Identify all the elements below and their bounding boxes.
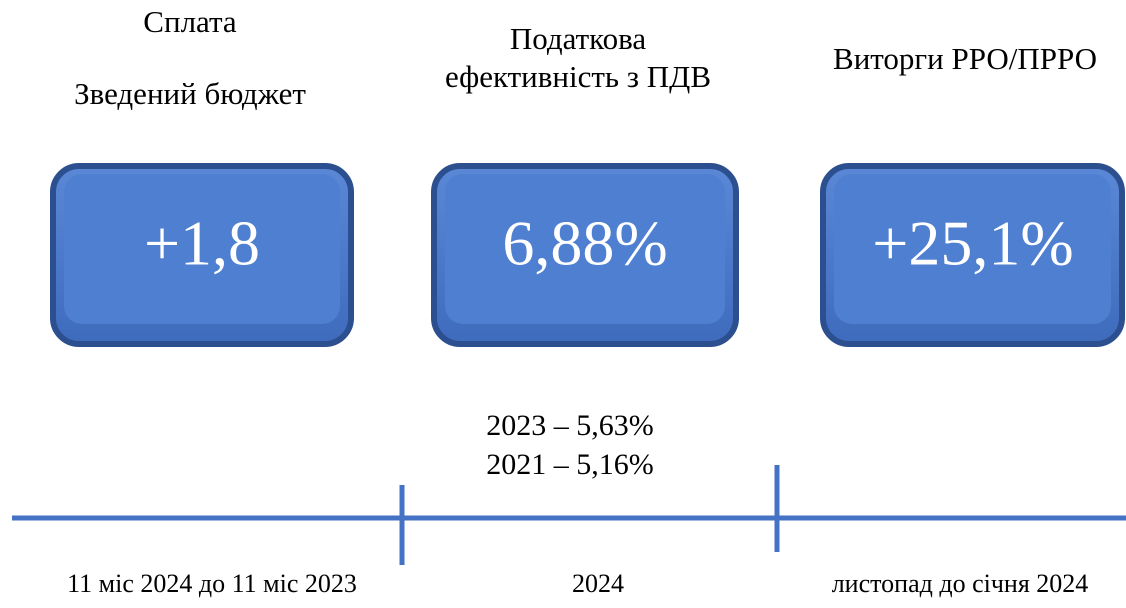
column-title: Зведений бюджет	[74, 76, 306, 111]
period-label: 2024	[572, 569, 624, 598]
note: 2021 – 5,16%	[486, 448, 654, 481]
note: 2023 – 5,63%	[486, 409, 654, 442]
value-box: 6,88%	[431, 163, 739, 347]
column-title: ефективність з ПДВ	[445, 59, 711, 94]
column-title: Сплата	[143, 4, 237, 39]
column-title: Податкова	[510, 21, 646, 56]
value-box: +25,1%	[820, 163, 1125, 347]
value-text: +25,1%	[872, 208, 1073, 279]
value-box: +1,8	[50, 163, 354, 347]
period-label: листопад до січня 2024	[832, 569, 1089, 598]
column-title: Виторги РРО/ПРРО	[833, 41, 1097, 76]
period-label: 11 міс 2024 до 11 міс 2023	[67, 569, 357, 598]
value-text: 6,88%	[502, 208, 667, 279]
value-text: +1,8	[144, 208, 260, 279]
timeline	[12, 465, 1126, 565]
